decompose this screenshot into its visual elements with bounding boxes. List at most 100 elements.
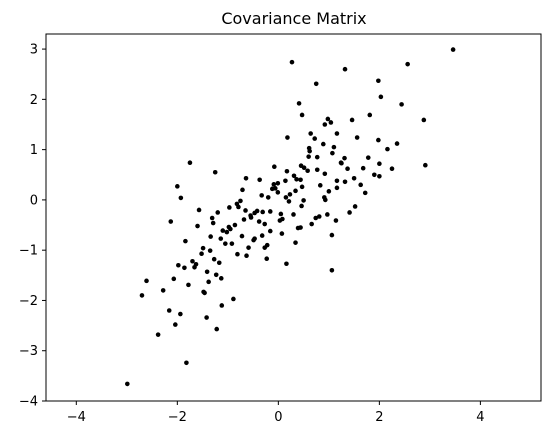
- data-point: [204, 269, 210, 275]
- data-point: [329, 232, 335, 238]
- data-point: [215, 210, 221, 215]
- data-point: [244, 253, 249, 259]
- x-tick-label: 2: [375, 410, 383, 425]
- data-point: [241, 217, 247, 222]
- x-tick-label: 4: [476, 410, 484, 425]
- data-point: [206, 279, 211, 285]
- data-point: [246, 245, 251, 250]
- data-point: [275, 190, 281, 195]
- data-point: [293, 240, 298, 245]
- data-point: [289, 59, 295, 65]
- data-point: [328, 120, 334, 125]
- data-point: [144, 278, 149, 284]
- data-point: [330, 150, 335, 156]
- data-point: [347, 210, 352, 215]
- data-point: [331, 144, 337, 150]
- data-point: [273, 186, 278, 191]
- data-point: [376, 78, 381, 84]
- data-point: [322, 122, 328, 127]
- data-point: [284, 261, 289, 267]
- data-point: [262, 221, 268, 227]
- y-tick-label: −2: [19, 294, 38, 309]
- data-point: [214, 326, 220, 332]
- axes-frame: [45, 33, 542, 402]
- data-point: [199, 251, 204, 256]
- data-point: [139, 293, 145, 298]
- data-point: [168, 219, 174, 224]
- data-point: [260, 209, 265, 215]
- data-point: [342, 179, 348, 185]
- y-tick-label: −3: [19, 344, 38, 359]
- data-point: [238, 198, 243, 204]
- data-point: [190, 258, 195, 264]
- y-axis: −4 −3 −2 −1 0 1 2 3: [19, 43, 46, 410]
- data-point: [184, 360, 189, 366]
- data-point: [342, 155, 347, 161]
- data-point: [235, 251, 240, 257]
- data-point: [160, 288, 166, 293]
- data-point: [207, 248, 213, 253]
- data-point: [286, 199, 292, 204]
- data-point: [287, 192, 293, 197]
- data-point: [291, 173, 297, 179]
- data-point: [405, 61, 410, 67]
- data-point: [213, 272, 219, 278]
- data-point: [173, 322, 178, 327]
- data-point: [323, 197, 328, 203]
- data-point: [376, 137, 381, 143]
- y-tick-label: 0: [30, 193, 38, 208]
- data-point: [354, 135, 360, 140]
- data-point: [234, 201, 240, 207]
- chart-title: Covariance Matrix: [221, 9, 366, 28]
- data-point: [389, 166, 395, 172]
- data-point: [326, 189, 332, 194]
- data-point: [321, 141, 326, 147]
- data-point: [257, 177, 262, 183]
- data-point: [299, 112, 305, 118]
- x-tick-label: −4: [67, 410, 86, 425]
- data-point: [334, 131, 340, 136]
- data-point: [264, 256, 270, 262]
- data-point: [208, 234, 213, 239]
- data-point: [283, 178, 288, 184]
- data-point: [314, 154, 320, 160]
- data-point: [220, 228, 226, 233]
- data-point: [394, 141, 400, 146]
- data-point: [212, 169, 218, 175]
- data-point: [316, 214, 322, 219]
- data-point: [210, 220, 216, 226]
- data-point: [240, 187, 245, 193]
- data-point: [317, 183, 323, 188]
- data-point: [306, 154, 311, 159]
- data-point: [298, 177, 303, 183]
- data-point: [186, 282, 191, 288]
- data-point: [301, 198, 306, 203]
- data-point: [259, 233, 265, 238]
- data-point: [305, 168, 310, 174]
- data-point: [252, 236, 257, 241]
- data-point: [342, 66, 348, 72]
- x-tick-label: −2: [168, 410, 187, 425]
- x-tick-label: 0: [274, 410, 282, 425]
- data-point: [195, 223, 200, 229]
- data-point: [278, 211, 284, 217]
- data-point: [314, 167, 320, 173]
- y-tick-label: 3: [30, 43, 38, 58]
- data-point: [267, 228, 273, 234]
- y-tick-label: −1: [19, 244, 38, 259]
- y-tick-label: 2: [30, 93, 38, 108]
- data-point: [293, 188, 298, 194]
- data-point: [299, 203, 304, 209]
- data-point: [333, 218, 339, 223]
- data-point: [345, 166, 350, 172]
- data-point: [295, 225, 301, 231]
- data-point: [385, 146, 390, 152]
- data-point: [334, 178, 340, 184]
- data-point: [183, 238, 188, 244]
- data-point: [175, 184, 180, 189]
- data-point: [291, 212, 296, 217]
- data-point: [227, 205, 232, 210]
- data-point: [421, 117, 427, 123]
- data-point: [306, 145, 312, 151]
- data-point: [171, 276, 177, 282]
